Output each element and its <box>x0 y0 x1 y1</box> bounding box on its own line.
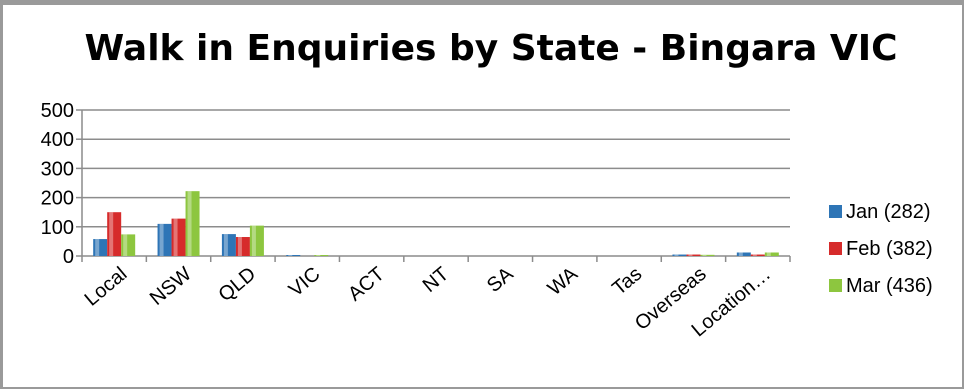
bar-jan-local <box>93 239 108 256</box>
bar-jan-location <box>736 252 751 256</box>
bar-jan-vic <box>286 255 301 256</box>
bar-feb-overseas <box>686 254 701 256</box>
x-tick-label: ACT <box>344 263 389 306</box>
y-tick-label: 500 <box>41 100 74 122</box>
x-tick-label: WA <box>544 263 583 301</box>
legend-swatch <box>829 242 842 255</box>
x-tick-label: QLD <box>214 263 260 306</box>
x-tick-label: NSW <box>146 263 196 310</box>
bar-mar-nsw <box>185 191 200 256</box>
bar-mar-overseas <box>700 254 715 256</box>
x-tick-label: Tas <box>608 263 646 300</box>
x-tick-label: NT <box>419 263 454 297</box>
bar-jan-overseas <box>672 254 687 256</box>
legend-swatch <box>829 205 842 218</box>
legend-label: Jan (282) <box>846 201 931 223</box>
chart-title: Walk in Enquiries by State - Bingara VIC <box>84 28 898 69</box>
bar-mar-vic <box>314 255 329 256</box>
x-tick-label: SA <box>483 263 518 297</box>
bar-feb-nsw <box>171 218 186 256</box>
legend-label: Mar (436) <box>846 275 933 297</box>
legend-swatch <box>829 279 842 292</box>
y-tick-label: 400 <box>41 129 74 151</box>
bar-mar-location <box>764 252 779 256</box>
x-tick-label: VIC <box>285 263 325 301</box>
legend-label: Feb (382) <box>846 238 933 260</box>
y-tick-label: 300 <box>41 158 74 180</box>
bar-feb-location <box>750 254 765 256</box>
y-tick-label: 200 <box>41 188 74 210</box>
bar-jan-qld <box>221 234 236 256</box>
bar-feb-local <box>107 212 122 256</box>
x-tick-label: Local <box>81 263 132 311</box>
bar-jan-nsw <box>157 223 172 256</box>
bar-mar-qld <box>249 225 264 256</box>
y-tick-label: 0 <box>63 246 74 268</box>
bar-mar-local <box>121 234 136 256</box>
bar-feb-qld <box>235 237 250 256</box>
y-tick-label: 100 <box>41 217 74 239</box>
